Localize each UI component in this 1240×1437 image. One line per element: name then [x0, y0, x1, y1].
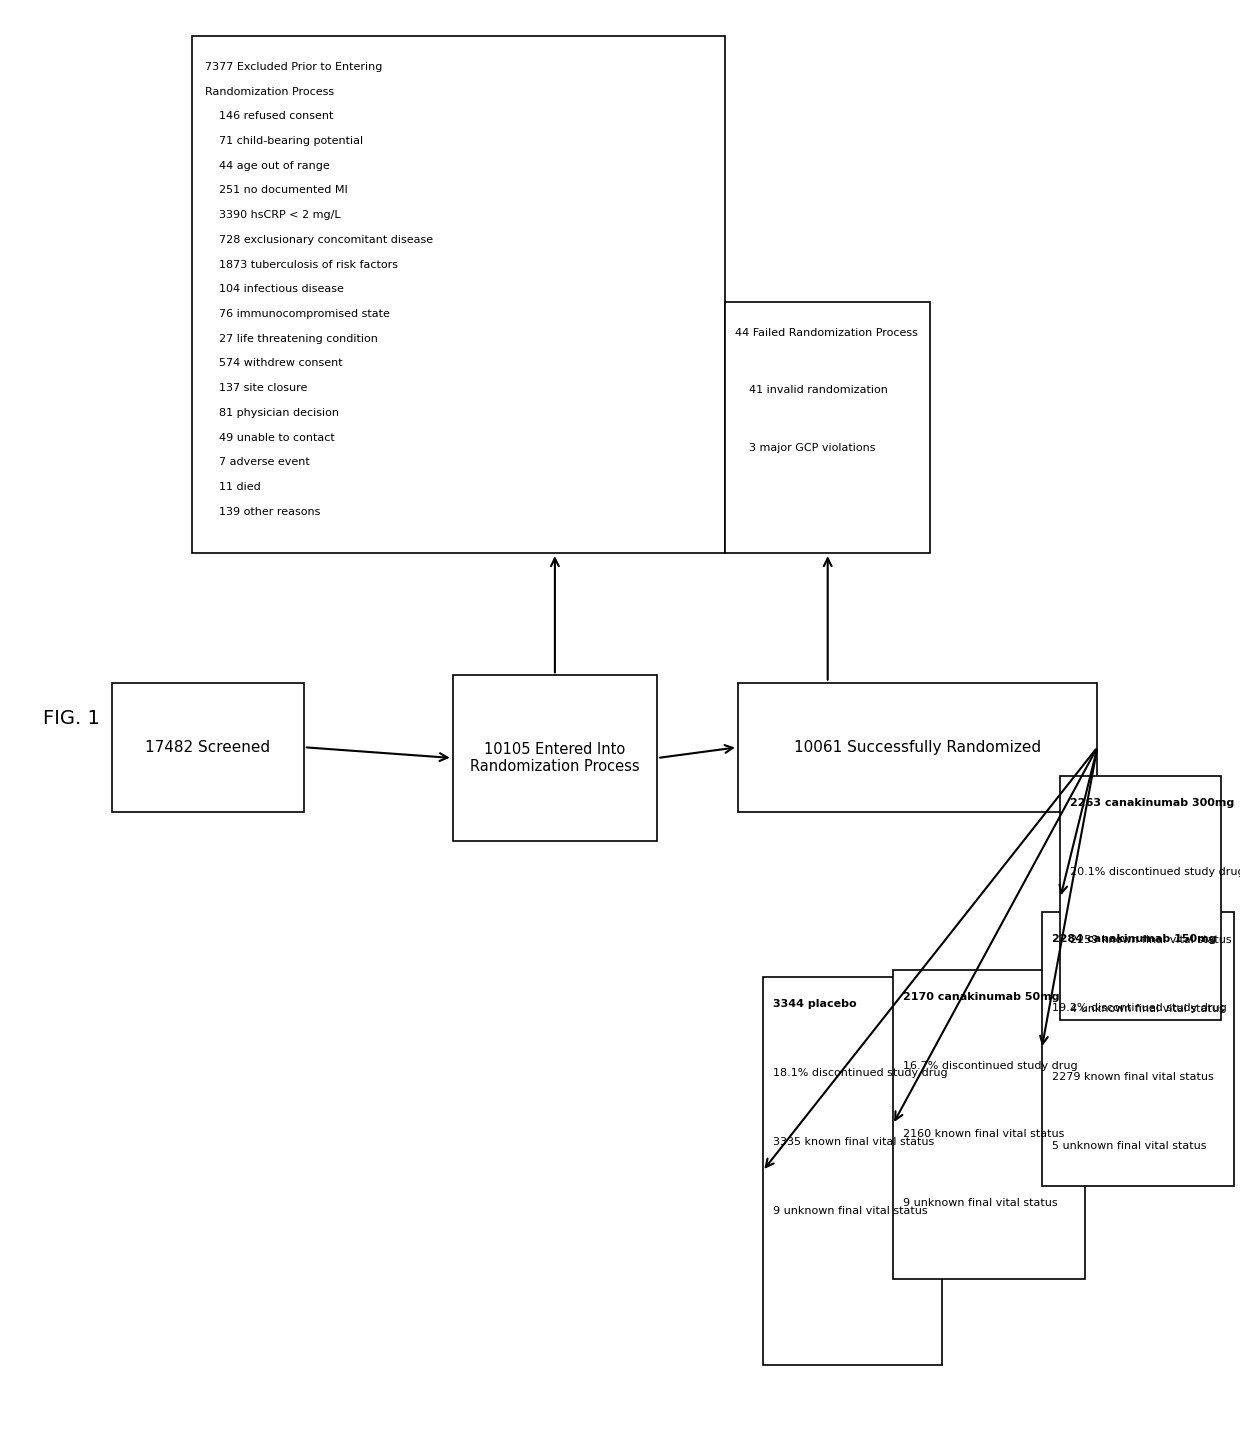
Text: 2160 known final vital status: 2160 known final vital status	[903, 1129, 1064, 1140]
Text: 7 adverse event: 7 adverse event	[205, 457, 309, 467]
Text: 76 immunocompromised state: 76 immunocompromised state	[205, 309, 389, 319]
Text: 11 died: 11 died	[205, 481, 260, 491]
Text: 574 withdrew consent: 574 withdrew consent	[205, 358, 342, 368]
Text: 104 infectious disease: 104 infectious disease	[205, 285, 343, 295]
Text: 18.1% discontinued study drug: 18.1% discontinued study drug	[773, 1068, 947, 1078]
Text: 3344 placebo: 3344 placebo	[773, 999, 856, 1009]
Text: 44 age out of range: 44 age out of range	[205, 161, 330, 171]
Bar	[738, 683, 1097, 812]
Text: 9 unknown final vital status: 9 unknown final vital status	[903, 1198, 1058, 1209]
Bar	[763, 977, 942, 1365]
Bar	[1060, 776, 1221, 1020]
Bar	[192, 36, 725, 553]
Text: 2279 known final vital status: 2279 known final vital status	[1052, 1072, 1213, 1082]
Text: 5 unknown final vital status: 5 unknown final vital status	[1052, 1141, 1207, 1151]
Text: 4 unknown final vital status: 4 unknown final vital status	[1070, 1004, 1225, 1015]
Bar	[112, 683, 304, 812]
Text: 146 refused consent: 146 refused consent	[205, 111, 334, 121]
Text: 2263 canakinumab 300mg: 2263 canakinumab 300mg	[1070, 798, 1234, 808]
Text: FIG. 1: FIG. 1	[43, 708, 100, 729]
Text: 10061 Successfully Randomized: 10061 Successfully Randomized	[794, 740, 1042, 754]
Text: 139 other reasons: 139 other reasons	[205, 507, 320, 517]
Text: 2170 canakinumab 50mg: 2170 canakinumab 50mg	[903, 992, 1059, 1002]
Text: 1873 tuberculosis of risk factors: 1873 tuberculosis of risk factors	[205, 260, 398, 270]
Text: 251 no documented MI: 251 no documented MI	[205, 185, 347, 195]
Text: 2284 canakinumab 150mg: 2284 canakinumab 150mg	[1052, 934, 1216, 944]
Bar	[725, 302, 930, 553]
Text: 81 physician decision: 81 physician decision	[205, 408, 339, 418]
Text: 3 major GCP violations: 3 major GCP violations	[735, 443, 875, 453]
Bar	[1042, 912, 1234, 1186]
Text: 41 invalid randomization: 41 invalid randomization	[735, 385, 888, 395]
Text: 16.7% discontinued study drug: 16.7% discontinued study drug	[903, 1061, 1078, 1071]
Text: 728 exclusionary concomitant disease: 728 exclusionary concomitant disease	[205, 234, 433, 244]
Bar	[893, 970, 1085, 1279]
Text: 7377 Excluded Prior to Entering: 7377 Excluded Prior to Entering	[205, 62, 382, 72]
Text: 44 Failed Randomization Process: 44 Failed Randomization Process	[735, 328, 918, 338]
Text: 137 site closure: 137 site closure	[205, 384, 308, 394]
Text: 71 child-bearing potential: 71 child-bearing potential	[205, 137, 363, 147]
Text: 3335 known final vital status: 3335 known final vital status	[773, 1137, 934, 1147]
Text: 27 life threatening condition: 27 life threatening condition	[205, 333, 377, 343]
Bar	[453, 675, 657, 841]
Text: 49 unable to contact: 49 unable to contact	[205, 433, 335, 443]
Text: Randomization Process: Randomization Process	[205, 86, 334, 96]
Text: 9 unknown final vital status: 9 unknown final vital status	[773, 1206, 928, 1216]
Text: 20.1% discontinued study drug: 20.1% discontinued study drug	[1070, 867, 1240, 877]
Text: 17482 Screened: 17482 Screened	[145, 740, 270, 754]
Text: 10105 Entered Into
Randomization Process: 10105 Entered Into Randomization Process	[470, 741, 640, 775]
Text: 3390 hsCRP < 2 mg/L: 3390 hsCRP < 2 mg/L	[205, 210, 340, 220]
Text: 19.2% discontinued study drug: 19.2% discontinued study drug	[1052, 1003, 1226, 1013]
Text: 2259 known final vital status: 2259 known final vital status	[1070, 935, 1231, 946]
